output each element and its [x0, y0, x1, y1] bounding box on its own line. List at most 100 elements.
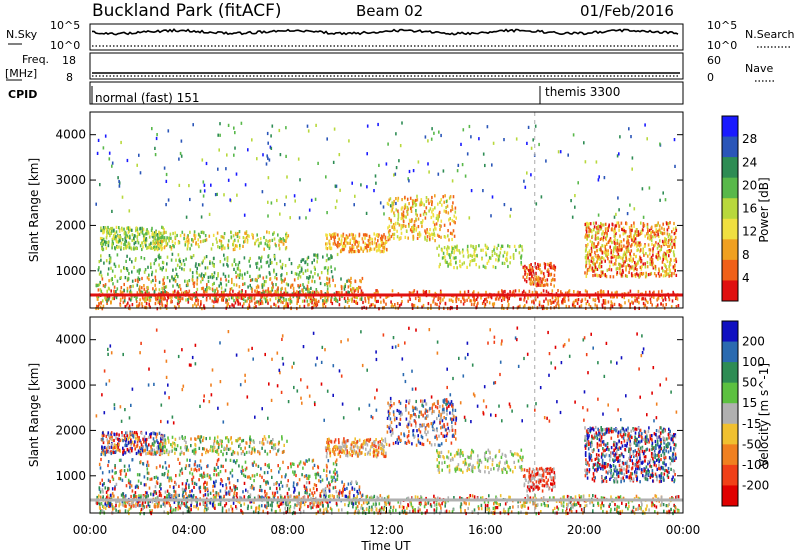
echo-cell [522, 275, 525, 279]
echo-cell [269, 272, 271, 276]
echo-cell [104, 134, 107, 138]
echo-cell [603, 232, 606, 236]
echo-cell [368, 237, 371, 241]
echo-cell [611, 240, 613, 245]
echo-cell [550, 282, 552, 286]
echo-cell [319, 281, 322, 286]
echo-cell [191, 275, 194, 279]
echo-cell [371, 242, 374, 246]
echo-cell [325, 242, 327, 246]
echo-cell [631, 167, 633, 171]
echo-cell [592, 256, 594, 260]
echo-cell [276, 277, 278, 281]
echo-cell [255, 300, 258, 304]
colorbar-swatch [722, 177, 738, 199]
echo-cell [418, 298, 420, 303]
echo-cell [102, 146, 105, 150]
echo-cell [380, 243, 383, 247]
echo-cell [202, 259, 204, 263]
echo-cell [571, 303, 574, 307]
echo-cell [323, 508, 325, 512]
echo-cell [178, 157, 180, 161]
echo-cell [293, 290, 295, 294]
echo-cell [589, 501, 591, 505]
echo-cell [464, 174, 467, 178]
echo-cell [450, 209, 452, 213]
echo-cell [430, 504, 433, 508]
echo-cell [189, 490, 191, 494]
echo-cell [131, 260, 133, 264]
echo-cell [538, 142, 540, 147]
echo-cell [657, 229, 659, 234]
echo-cell [412, 169, 415, 173]
echo-cell [155, 491, 158, 495]
echo-cell [243, 502, 246, 506]
echo-cell [464, 299, 466, 303]
echo-cell [608, 260, 611, 264]
echo-cell [245, 231, 247, 235]
echo-cell [108, 151, 111, 155]
echo-cell [622, 261, 625, 265]
echo-cell [254, 289, 256, 293]
echo-cell [459, 259, 461, 263]
echo-cell [616, 154, 619, 158]
echo-cell [594, 250, 596, 255]
echo-cell [485, 266, 487, 270]
echo-cell [537, 262, 539, 267]
echo-cell [466, 248, 469, 252]
echo-cell [260, 241, 262, 245]
echo-cell [610, 249, 613, 253]
echo-cell [409, 509, 411, 514]
echo-cell [588, 259, 590, 263]
echo-cell [250, 296, 252, 300]
echo-cell [450, 262, 452, 267]
echo-cell [259, 298, 262, 302]
echo-cell [661, 239, 664, 243]
echo-cell [211, 276, 214, 280]
echo-cell [125, 235, 128, 240]
echo-cell [158, 263, 160, 267]
echo-cell [415, 209, 417, 213]
echo-cell [115, 296, 118, 300]
echo-cell [616, 241, 619, 245]
echo-cell [625, 222, 628, 226]
echo-cell [524, 264, 526, 268]
echo-cell [111, 277, 113, 281]
echo-cell [530, 173, 532, 177]
echo-cell [600, 256, 603, 260]
echo-cell [449, 217, 451, 221]
echo-cell [486, 245, 488, 249]
echo-cell [356, 296, 358, 300]
echo-cell [637, 260, 639, 264]
echo-cell [475, 245, 477, 249]
echo-cell [191, 278, 194, 282]
echo-cell [670, 274, 673, 278]
echo-cell [231, 277, 233, 282]
echo-cell [623, 238, 625, 242]
echo-cell [443, 500, 446, 504]
echo-cell [380, 234, 383, 238]
echo-cell [467, 506, 469, 511]
echo-cell [97, 138, 100, 142]
echo-cell [272, 285, 274, 289]
echo-cell [320, 271, 323, 275]
echo-cell [502, 296, 505, 301]
echo-cell [601, 256, 604, 260]
echo-cell [279, 508, 281, 512]
echo-cell [598, 299, 600, 303]
echo-cell [628, 249, 630, 253]
echo-cell [515, 248, 517, 252]
echo-cell [220, 239, 223, 244]
echo-cell [664, 236, 666, 241]
echo-cell [201, 158, 204, 162]
echo-cell [507, 264, 509, 269]
echo-cell [624, 231, 626, 235]
echo-cell [197, 238, 199, 242]
echo-cell [507, 244, 509, 248]
echo-cell [655, 253, 658, 257]
echo-cell [574, 194, 576, 198]
echo-cell [519, 297, 521, 301]
echo-cell [616, 504, 619, 509]
echo-cell [584, 289, 587, 293]
echo-cell [313, 298, 316, 302]
